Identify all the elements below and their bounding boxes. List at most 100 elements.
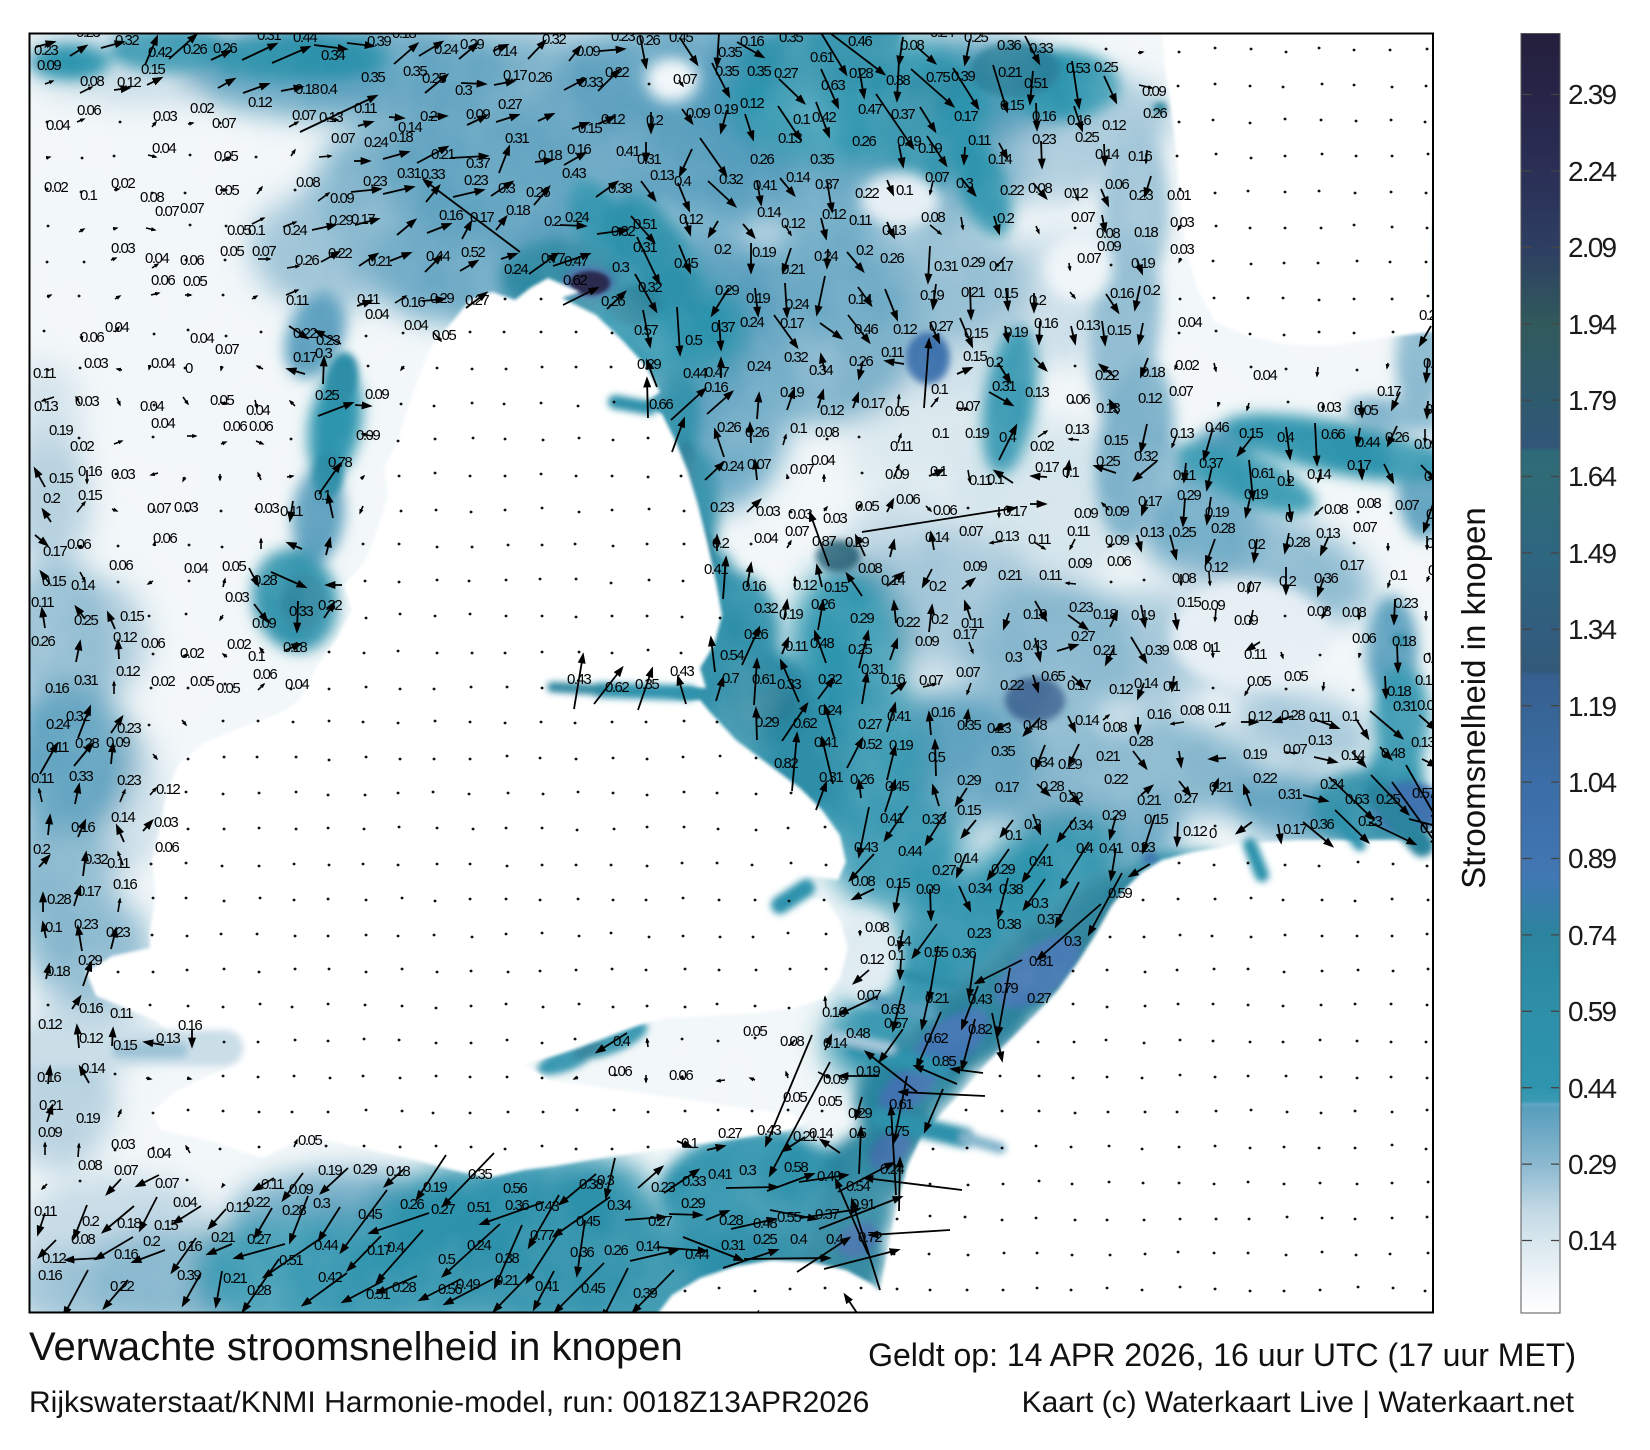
- svg-text:0.11: 0.11: [881, 344, 904, 361]
- svg-text:0.08: 0.08: [1342, 604, 1366, 621]
- svg-text:Stroomsnelheid in knopen: Stroomsnelheid in knopen: [1455, 507, 1492, 889]
- svg-text:0.14: 0.14: [398, 119, 422, 136]
- svg-text:0.17: 0.17: [1067, 677, 1091, 694]
- svg-text:0.07: 0.07: [956, 664, 980, 681]
- svg-text:0.04: 0.04: [1178, 314, 1202, 331]
- svg-text:0.1: 0.1: [1342, 708, 1360, 725]
- svg-text:0.18: 0.18: [389, 129, 413, 146]
- svg-text:0.35: 0.35: [361, 69, 385, 86]
- svg-text:0.12: 0.12: [893, 321, 917, 338]
- svg-text:0.63: 0.63: [821, 77, 845, 94]
- svg-text:0.26: 0.26: [1419, 307, 1443, 324]
- svg-text:0.44: 0.44: [685, 1246, 709, 1263]
- svg-text:0.41: 0.41: [1099, 840, 1123, 857]
- svg-text:0.04: 0.04: [145, 250, 169, 267]
- svg-text:0.02: 0.02: [151, 673, 175, 690]
- svg-text:0.13: 0.13: [34, 398, 58, 415]
- svg-text:0.42: 0.42: [148, 44, 172, 61]
- svg-text:0.2: 0.2: [43, 490, 61, 507]
- svg-text:0.05: 0.05: [1423, 650, 1447, 667]
- svg-text:0.61: 0.61: [810, 49, 834, 66]
- svg-text:0.03: 0.03: [1317, 399, 1341, 416]
- svg-text:0.08: 0.08: [815, 424, 839, 441]
- svg-text:1.34: 1.34: [1568, 614, 1617, 645]
- svg-text:Geldt op: 14 APR 2026, 16 uur: Geldt op: 14 APR 2026, 16 uur UTC (17 uu…: [868, 1337, 1576, 1373]
- svg-text:0.17: 0.17: [1138, 493, 1162, 510]
- svg-text:0.2: 0.2: [929, 578, 947, 595]
- svg-text:0.5: 0.5: [685, 332, 703, 349]
- svg-text:0: 0: [185, 360, 193, 377]
- svg-text:0.26: 0.26: [750, 151, 774, 168]
- svg-text:0.41: 0.41: [708, 1166, 732, 1183]
- svg-text:0.29: 0.29: [329, 212, 353, 229]
- svg-text:0.02: 0.02: [70, 438, 94, 455]
- svg-text:0.4: 0.4: [387, 1239, 405, 1256]
- svg-text:0.18: 0.18: [46, 963, 70, 980]
- svg-text:0.17: 0.17: [953, 626, 977, 643]
- svg-text:0.04: 0.04: [140, 398, 164, 415]
- svg-text:0.07: 0.07: [857, 987, 881, 1004]
- svg-text:0.08: 0.08: [1180, 702, 1204, 719]
- svg-text:0.17: 0.17: [1377, 383, 1401, 400]
- svg-text:0.16: 0.16: [931, 704, 955, 721]
- svg-text:0.32: 0.32: [754, 600, 778, 617]
- svg-text:0.09: 0.09: [252, 615, 276, 632]
- svg-text:0.74: 0.74: [1568, 920, 1617, 951]
- svg-text:0.19: 0.19: [1131, 255, 1155, 272]
- svg-text:0.45: 0.45: [576, 1213, 600, 1230]
- svg-text:0.08: 0.08: [858, 560, 882, 577]
- svg-text:0.22: 0.22: [246, 1194, 270, 1211]
- svg-text:0.89: 0.89: [1568, 843, 1617, 874]
- svg-text:0.12: 0.12: [42, 1250, 66, 1267]
- svg-text:0.4: 0.4: [790, 1231, 808, 1248]
- svg-text:0.07: 0.07: [790, 461, 814, 478]
- svg-text:0.06: 0.06: [896, 491, 920, 508]
- svg-text:0.22: 0.22: [1000, 677, 1024, 694]
- svg-text:0: 0: [1209, 825, 1217, 842]
- svg-text:0.19: 0.19: [49, 422, 73, 439]
- svg-text:0.24: 0.24: [434, 41, 458, 58]
- svg-text:0.13: 0.13: [156, 1030, 180, 1047]
- svg-text:0.06: 0.06: [151, 272, 175, 289]
- svg-text:0.29: 0.29: [1102, 807, 1126, 824]
- svg-text:0.18: 0.18: [283, 639, 307, 656]
- svg-text:0.28: 0.28: [1211, 520, 1235, 537]
- svg-text:0.05: 0.05: [227, 222, 251, 239]
- svg-text:0.1: 0.1: [1062, 464, 1080, 481]
- svg-text:0.5: 0.5: [928, 749, 946, 766]
- svg-text:0.2: 0.2: [1279, 573, 1297, 590]
- svg-text:0.29: 0.29: [1568, 1149, 1617, 1180]
- svg-text:0.34: 0.34: [968, 880, 992, 897]
- svg-text:0.21: 0.21: [223, 1270, 247, 1287]
- svg-text:0.31: 0.31: [74, 672, 98, 689]
- svg-text:0.27: 0.27: [774, 65, 798, 82]
- svg-text:0.16: 0.16: [1067, 112, 1091, 129]
- svg-text:0.09: 0.09: [1142, 83, 1166, 100]
- svg-text:0.24: 0.24: [720, 458, 744, 475]
- svg-text:0.87: 0.87: [812, 533, 836, 550]
- svg-text:0.05: 0.05: [216, 680, 240, 697]
- svg-text:0.29: 0.29: [1177, 487, 1201, 504]
- svg-text:0.23: 0.23: [74, 916, 98, 933]
- svg-text:0.05: 0.05: [220, 243, 244, 260]
- svg-text:0.26: 0.26: [526, 184, 550, 201]
- svg-text:0.23: 0.23: [1131, 839, 1155, 856]
- svg-text:0.13: 0.13: [1096, 400, 1120, 417]
- svg-text:0.51: 0.51: [467, 1199, 491, 1216]
- svg-text:0.05: 0.05: [222, 558, 246, 575]
- svg-text:0.03: 0.03: [823, 510, 847, 527]
- svg-text:0.09: 0.09: [106, 734, 130, 751]
- svg-text:0.16: 0.16: [38, 1267, 62, 1284]
- svg-text:0.26: 0.26: [850, 771, 874, 788]
- svg-text:0.35: 0.35: [747, 63, 771, 80]
- svg-text:0.61: 0.61: [752, 671, 776, 688]
- svg-text:0.16: 0.16: [37, 1069, 61, 1086]
- svg-text:0.1: 0.1: [793, 111, 811, 128]
- svg-text:0.03: 0.03: [225, 589, 249, 606]
- svg-text:0.38: 0.38: [997, 916, 1021, 933]
- svg-text:0.08: 0.08: [1103, 719, 1127, 736]
- svg-text:0.51: 0.51: [633, 216, 657, 233]
- svg-text:0.11: 0.11: [34, 1203, 57, 1220]
- svg-text:0.22: 0.22: [896, 614, 920, 631]
- svg-text:0.07: 0.07: [785, 523, 809, 540]
